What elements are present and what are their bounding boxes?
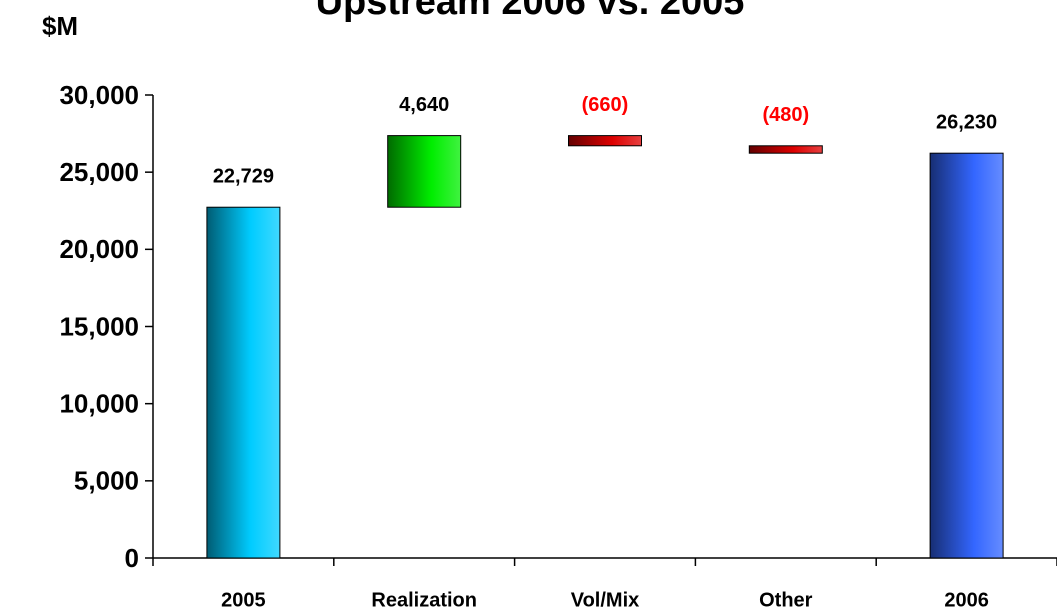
y-tick-label: 10,000	[59, 389, 139, 419]
y-tick-label: 20,000	[59, 234, 139, 264]
x-tick-label: Other	[759, 589, 813, 611]
chart-title: Upstream 2006 vs. 2005	[316, 0, 745, 23]
x-tick-label: Vol/Mix	[571, 589, 640, 611]
value-label: 26,230	[936, 111, 997, 133]
y-tick-label: 30,000	[59, 80, 139, 110]
bar	[929, 152, 1004, 559]
x-tick-label: Realization	[371, 589, 477, 611]
y-tick-label: 15,000	[59, 311, 139, 341]
bar	[387, 135, 462, 208]
x-tick-label: 2006	[944, 589, 989, 611]
value-label: 22,729	[213, 165, 274, 187]
value-label: (480)	[762, 104, 809, 126]
y-tick-label: 25,000	[59, 157, 139, 187]
value-label: (660)	[582, 94, 629, 116]
x-tick-label: 2005	[221, 589, 266, 611]
bar	[206, 206, 281, 559]
value-label: 4,640	[399, 94, 449, 116]
y-tick-label: 0	[125, 543, 139, 573]
y-tick-label: 5,000	[74, 466, 139, 496]
bar	[568, 135, 642, 147]
y-axis-label: $M	[42, 11, 78, 41]
bar	[748, 145, 823, 154]
